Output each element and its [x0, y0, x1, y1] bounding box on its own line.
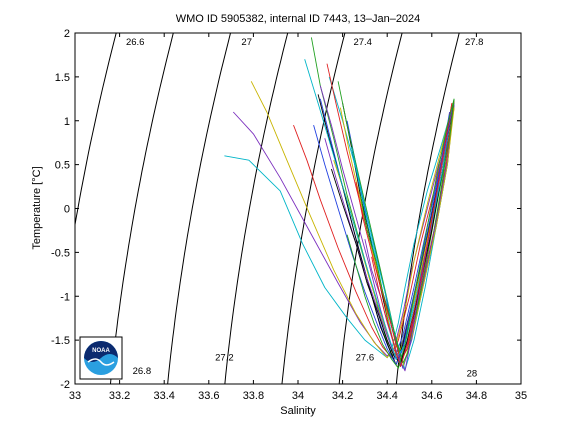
x-tick-label: 33.4 [153, 390, 174, 402]
sigma-contour-line [109, 33, 174, 384]
contour-label: 27.8 [465, 37, 484, 48]
x-tick-label: 34.2 [332, 390, 353, 402]
x-tick-label: 33 [69, 390, 81, 402]
y-tick-label: -1 [60, 291, 70, 303]
logo-text: NOAA [92, 348, 110, 354]
logo-upper [84, 341, 118, 362]
contour-label: 27.2 [215, 353, 234, 364]
axis-ticks [74, 32, 522, 385]
x-tick-label: 33.2 [109, 390, 130, 402]
plot-area-background [75, 33, 521, 384]
x-tick-label: 35 [515, 390, 527, 402]
y-tick-label: -2 [60, 379, 70, 391]
y-tick-label: 0 [64, 204, 70, 216]
x-tick-label: 33.6 [198, 390, 219, 402]
chart-title: WMO ID 5905382, internal ID 7443, 13–Jan… [176, 13, 421, 25]
noaa-logo: NOAA [79, 336, 123, 380]
contour-label: 26.8 [133, 366, 152, 377]
logo-wave [87, 358, 115, 366]
sigma-contour-line [395, 33, 460, 384]
y-tick-labels: -2 -1.5 -1 -0.5 0 0.5 1 1.5 2 [51, 28, 70, 391]
x-tick-label: 34 [292, 390, 304, 402]
x-tick-labels: 33 33.2 33.4 33.6 33.8 34 34.2 34.4 34.6 34.8 35 [69, 390, 527, 402]
y-tick-label: -1.5 [51, 335, 70, 347]
x-axis-label: Salinity [280, 405, 316, 417]
y-tick-label: 0.5 [55, 160, 70, 172]
profile-line [250, 81, 453, 359]
contour-label: 27.4 [353, 37, 372, 48]
profile-line [313, 116, 451, 366]
y-tick-label: 1.5 [55, 72, 70, 84]
y-tick-label: -0.5 [51, 247, 70, 259]
x-tick-label: 34.8 [466, 390, 487, 402]
x-tick-label: 34.6 [421, 390, 442, 402]
contour-labels: 26.6 26.8 27 27.2 27.4 27.6 27.8 28 [126, 37, 484, 380]
x-tick-label: 34.4 [376, 390, 397, 402]
sigma-contour-line [167, 33, 232, 384]
contour-label: 28 [467, 369, 478, 380]
contour-label: 26.6 [126, 37, 145, 48]
profile-line [232, 104, 455, 357]
x-tick-label: 33.8 [243, 390, 264, 402]
profile-line [371, 103, 453, 367]
y-axis-label: Temperature [°C] [31, 166, 43, 249]
contour-label: 27.6 [356, 353, 375, 364]
y-tick-label: 2 [64, 28, 70, 40]
sigma-contour-line [224, 33, 289, 384]
profiles-layer [224, 37, 455, 372]
y-tick-label: 1 [64, 116, 70, 128]
contour-label: 27 [241, 37, 252, 48]
profile-line [330, 110, 453, 364]
profile-line [346, 98, 455, 369]
